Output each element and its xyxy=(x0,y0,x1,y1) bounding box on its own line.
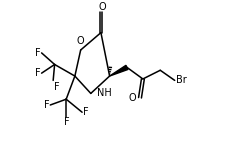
Polygon shape xyxy=(110,65,128,76)
Text: F: F xyxy=(35,68,41,78)
Text: O: O xyxy=(76,36,84,46)
Text: NH: NH xyxy=(97,88,112,98)
Text: F: F xyxy=(35,48,41,58)
Text: Br: Br xyxy=(176,75,187,85)
Text: O: O xyxy=(99,2,106,12)
Text: F: F xyxy=(54,82,60,92)
Text: O: O xyxy=(128,93,136,104)
Text: F: F xyxy=(83,107,88,117)
Text: F: F xyxy=(44,100,50,110)
Text: F: F xyxy=(64,117,69,127)
